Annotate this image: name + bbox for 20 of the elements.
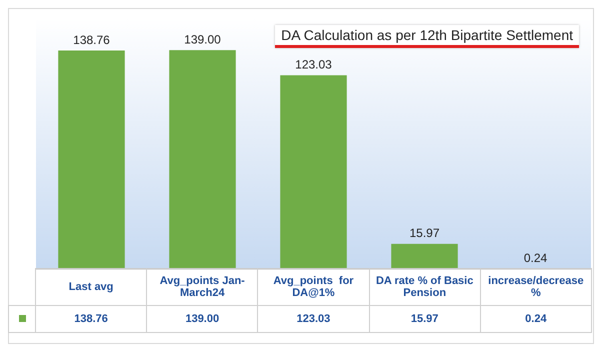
x-tick-label: increase/decrease %	[480, 268, 592, 306]
text: 138.76	[73, 32, 110, 47]
data-label: 15.97	[369, 306, 480, 332]
data-label: 139.00	[146, 306, 258, 332]
text: 123.03	[295, 58, 332, 72]
data-label: 138.76	[36, 306, 147, 332]
x-tick-label: Last avg	[36, 268, 147, 306]
x-tick-label: Avg_points Jan-March24	[146, 268, 258, 306]
x-tick-label: Avg_points for DA@1%	[258, 268, 370, 306]
bar	[280, 75, 347, 269]
x-tick-label: DA rate % of Basic Pension	[369, 268, 480, 306]
bar	[391, 244, 458, 269]
data-label: 0.24	[480, 306, 592, 332]
text: 139.00	[184, 32, 221, 46]
bar	[169, 50, 236, 269]
chart-title: DA Calculation as per 12th Bipartite Settlement	[275, 25, 579, 48]
data-label: 123.03	[258, 306, 370, 332]
text: 15.97	[409, 226, 440, 240]
text: 0.24	[524, 250, 548, 265]
bar	[58, 50, 125, 269]
